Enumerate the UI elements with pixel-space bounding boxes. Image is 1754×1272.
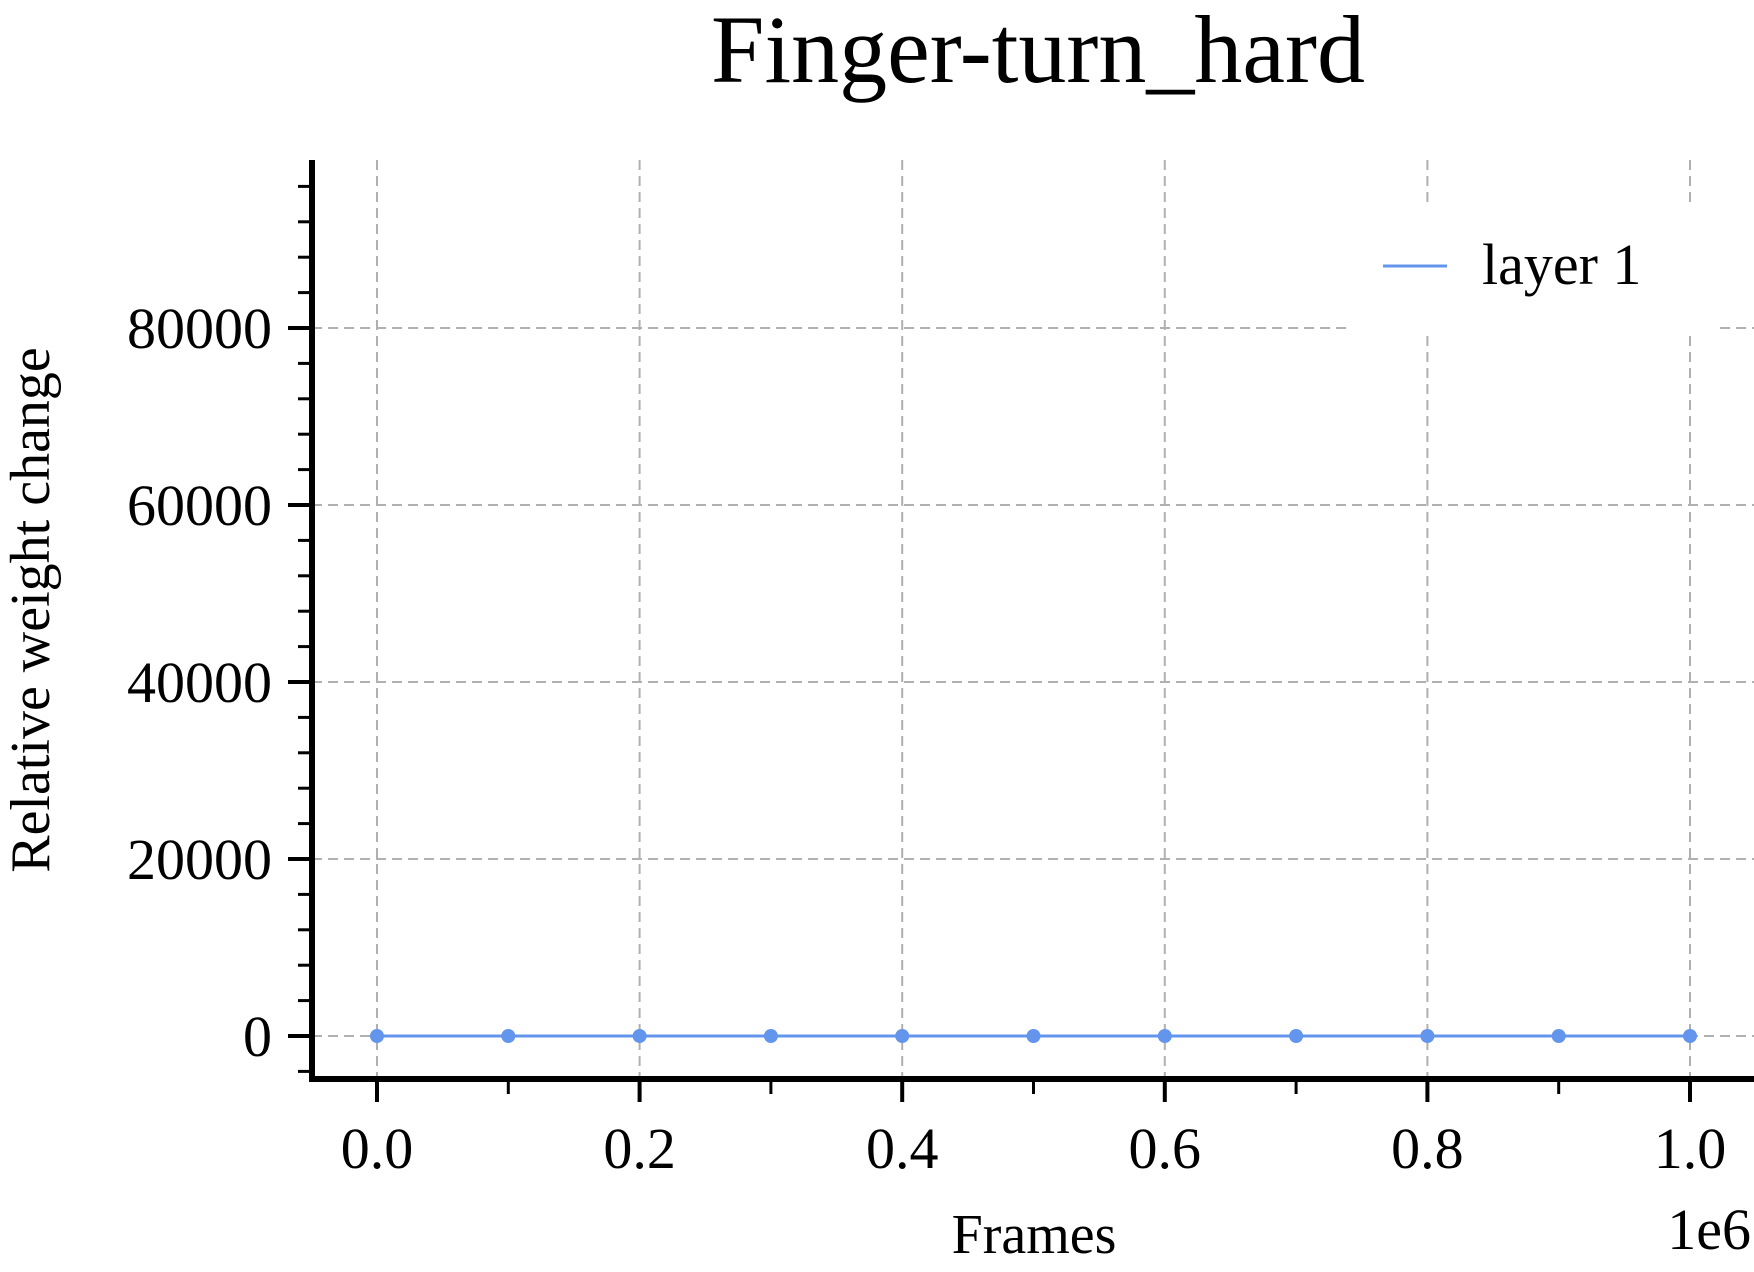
data-point [370, 1029, 384, 1043]
x-tick-label: 0.4 [866, 1116, 939, 1181]
y-tick-label: 0 [243, 1004, 272, 1069]
y-tick-label: 40000 [127, 650, 272, 715]
x-tick-label: 0.8 [1391, 1116, 1464, 1181]
data-point [632, 1029, 647, 1043]
data-point [895, 1029, 910, 1043]
y-axis-label: Relative weight change [0, 347, 62, 873]
y-tick-label: 60000 [127, 473, 272, 538]
ticks: 0.0 0.2 0.4 0.6 0.8 1.0 0 20000 40000 60000 80000 [127, 184, 1727, 1181]
series-layer [370, 1029, 1697, 1043]
legend-label: layer 1 [1482, 232, 1641, 297]
x-tick-label: 0.6 [1129, 1116, 1202, 1181]
data-point [1420, 1029, 1435, 1043]
x-axis-offset-label: 1e6 [1667, 1197, 1751, 1262]
y-tick-label: 20000 [127, 827, 272, 892]
y-tick-label: 80000 [127, 296, 272, 361]
chart-title: Finger-turn_hard [711, 0, 1365, 103]
data-point [763, 1029, 778, 1043]
x-tick-label: 1.0 [1654, 1116, 1727, 1181]
x-tick-label: 0.0 [341, 1116, 414, 1181]
data-point [1683, 1029, 1697, 1043]
data-point [1551, 1029, 1566, 1043]
x-axis-label: Frames [952, 1204, 1117, 1266]
data-point [1026, 1029, 1041, 1043]
data-point [1157, 1029, 1172, 1043]
legend: layer 1 [1350, 205, 1720, 330]
data-point [1289, 1029, 1304, 1043]
data-point [501, 1029, 516, 1043]
x-tick-label: 0.2 [603, 1116, 676, 1181]
